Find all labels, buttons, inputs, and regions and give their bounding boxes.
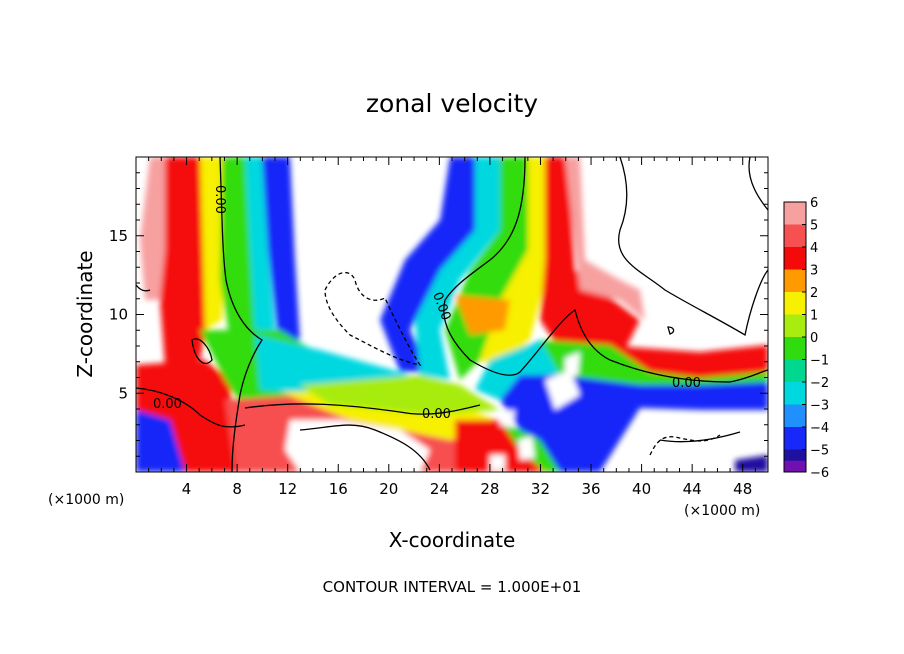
x-tick-label: 44 <box>683 480 702 498</box>
colorbar-swatch <box>784 382 806 405</box>
x-axis-ticks: 4 8 12 16 20 24 28 32 36 40 44 48 <box>148 157 756 498</box>
field-hole-1 <box>545 370 580 410</box>
contour-lower-right <box>659 431 741 443</box>
contour-label-right: 0.00 <box>672 376 701 391</box>
x-tick-label: 32 <box>531 480 550 498</box>
field-hole-3 <box>500 410 515 428</box>
contour-left-loop <box>191 338 213 364</box>
colorbar-swatch <box>784 427 806 450</box>
colorbar-tick-label: −6 <box>810 466 829 481</box>
contour-label-bottom: 0.00 <box>422 407 451 422</box>
field-left-blue-band <box>262 157 300 340</box>
colorbar-swatch <box>784 404 806 427</box>
colorbar-swatch <box>784 292 806 315</box>
contour-left-edge <box>136 284 151 292</box>
field-center-red-jet <box>540 157 640 360</box>
x-tick-label: 48 <box>733 480 752 498</box>
x-tick-label: 16 <box>329 480 348 498</box>
colorbar-tick-label: 5 <box>810 219 818 234</box>
field-left-red-band <box>160 157 208 365</box>
x-tick-label: 4 <box>182 480 192 498</box>
x-tick-label: 24 <box>430 480 449 498</box>
colorbar-tick-label: 3 <box>810 264 818 279</box>
field-lower-left-blue <box>136 410 185 472</box>
colorbar-tick-label: −5 <box>810 444 829 459</box>
colorbar-swatch <box>784 224 806 247</box>
x-tick-label: 20 <box>379 480 398 498</box>
colorbar-swatch <box>784 359 806 382</box>
x-unit-label-left: (×1000 m) <box>48 492 124 508</box>
colorbar-tick-label: −4 <box>810 421 829 436</box>
contour-bottom-zero <box>244 403 481 415</box>
field-lower-left-red <box>136 360 236 472</box>
y-tick-label: 10 <box>109 306 128 324</box>
field-center-cyan-jet <box>415 157 500 380</box>
field-center-orange-blob <box>455 295 510 335</box>
field-hole-5 <box>490 455 505 470</box>
contour-left-low-zero <box>136 387 246 428</box>
field-bottom-right-blue <box>735 455 768 472</box>
chart-title: zonal velocity <box>366 89 538 118</box>
x-tick-label: 28 <box>480 480 499 498</box>
y-axis-ticks: 5 10 15 <box>109 172 768 457</box>
colorbar-swatch <box>784 269 806 292</box>
x-tick-label: 36 <box>581 480 600 498</box>
contour-interval-footer: CONTOUR INTERVAL = 1.000E+01 <box>323 578 582 596</box>
contour-center-zero <box>443 157 768 383</box>
y-axis-label: Z-coordinate <box>73 250 97 377</box>
plot-area: 0.00 0.00 0.00 0.00 0.00 4 8 12 16 20 24 28 32 3… <box>109 156 769 498</box>
field-hole-2 <box>565 352 580 378</box>
field-left-pink-band <box>140 157 165 300</box>
colorbar-tick-label: −2 <box>810 376 829 391</box>
contour-left-zero <box>219 157 263 472</box>
contour-negative-dashed-1 <box>324 271 422 366</box>
field-bottom-green-band <box>300 375 500 415</box>
x-axis-label: X-coordinate <box>389 528 516 552</box>
x-tick-label: 8 <box>232 480 242 498</box>
x-tick-label: 12 <box>278 480 297 498</box>
colorbar-swatch <box>784 247 806 270</box>
colorbar-swatch <box>784 202 806 225</box>
field-lower-white-gap <box>285 420 430 472</box>
colorbar-swatch <box>784 337 806 360</box>
contour-upper-right <box>617 157 768 337</box>
colorbar-tick-label: −3 <box>810 399 829 414</box>
x-unit-label-right: (×1000 m) <box>684 503 760 519</box>
field-center-blue-jet <box>380 157 480 372</box>
colorbar-tick-label: 2 <box>810 286 818 301</box>
field-left-cyan-band <box>245 157 275 340</box>
contour-negative-dashed-2 <box>649 434 721 456</box>
contour-lower-gap <box>299 424 431 471</box>
contour-far-right <box>748 157 768 211</box>
field-left-green-band <box>220 157 255 340</box>
contour-label-left-vertical: 0.00 <box>212 185 227 214</box>
colorbar-tick-label: −1 <box>810 354 829 369</box>
colorbar-tick-label: 6 <box>810 196 818 211</box>
field-left-yellow-band <box>200 157 224 330</box>
colorbar-tick-label: 4 <box>810 241 818 256</box>
contour-label-left: 0.00 <box>153 397 182 412</box>
velocity-field <box>136 157 768 472</box>
colorbar: 6 5 4 3 2 1 0 −1 −2 −3 −4 −5 −6 <box>783 196 829 481</box>
colorbar-tick-label: 1 <box>810 309 818 324</box>
field-right-cyan-band <box>475 340 560 400</box>
contour-small-loop <box>667 326 675 335</box>
contour-lines <box>136 157 768 472</box>
field-center-pink-jet <box>565 157 645 320</box>
y-tick-label: 15 <box>109 227 128 245</box>
field-hole-4 <box>518 436 535 460</box>
colorbar-swatch <box>784 460 806 472</box>
colorbar-swatch <box>784 314 806 337</box>
colorbar-tick-label: 0 <box>810 331 818 346</box>
x-tick-label: 40 <box>632 480 651 498</box>
y-tick-label: 5 <box>118 384 128 402</box>
